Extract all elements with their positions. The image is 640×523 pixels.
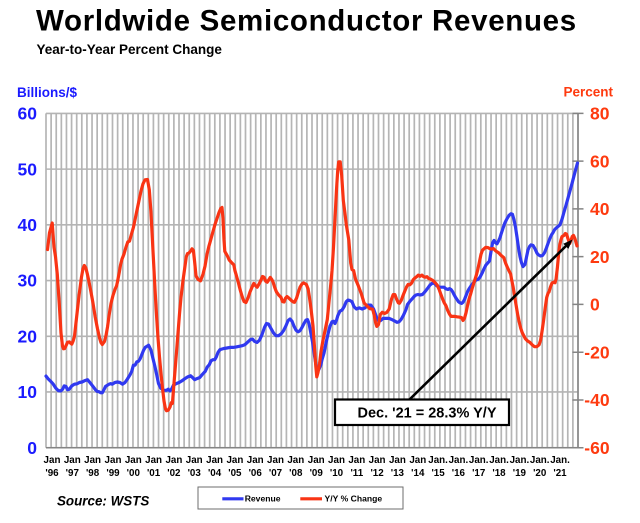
svg-text:'03: '03 (188, 468, 202, 479)
svg-text:'11: '11 (350, 468, 363, 479)
svg-text:Billions/$: Billions/$ (17, 85, 78, 100)
svg-text:'01: '01 (147, 468, 161, 479)
svg-text:'17: '17 (472, 468, 486, 479)
svg-text:'06: '06 (249, 468, 263, 479)
svg-text:'14: '14 (411, 468, 425, 479)
svg-text:60: 60 (590, 151, 610, 171)
svg-text:Jan: Jan (125, 455, 142, 466)
svg-text:Jan: Jan (105, 455, 122, 466)
svg-text:30: 30 (18, 271, 38, 291)
svg-text:-20: -20 (584, 342, 610, 362)
svg-text:20: 20 (18, 327, 38, 347)
svg-text:80: 80 (590, 104, 610, 124)
svg-text:'15: '15 (431, 468, 445, 479)
svg-text:Revenue: Revenue (245, 494, 281, 504)
svg-text:'98: '98 (86, 468, 100, 479)
svg-text:Jan: Jan (206, 455, 223, 466)
svg-text:Jan.: Jan. (449, 455, 469, 466)
svg-text:Jan: Jan (328, 455, 345, 466)
svg-text:Jan.: Jan. (530, 455, 550, 466)
svg-text:Jan: Jan (267, 455, 284, 466)
svg-text:'21: '21 (553, 468, 567, 479)
svg-text:Jan: Jan (369, 455, 386, 466)
svg-text:'09: '09 (310, 468, 324, 479)
svg-text:10: 10 (18, 382, 38, 402)
svg-text:-60: -60 (584, 438, 610, 458)
svg-text:Jan: Jan (186, 455, 203, 466)
svg-text:'18: '18 (492, 468, 506, 479)
svg-text:20: 20 (590, 247, 610, 267)
svg-text:Jan.: Jan. (469, 455, 489, 466)
svg-text:0: 0 (27, 438, 37, 458)
svg-text:'04: '04 (208, 468, 222, 479)
svg-text:Jan.: Jan. (489, 455, 509, 466)
svg-text:0: 0 (590, 295, 600, 315)
svg-text:Jan: Jan (145, 455, 162, 466)
svg-text:'05: '05 (228, 468, 242, 479)
svg-text:'10: '10 (330, 468, 344, 479)
svg-text:'07: '07 (269, 468, 283, 479)
svg-text:Jan: Jan (226, 455, 243, 466)
svg-text:'99: '99 (106, 468, 120, 479)
svg-text:Jan: Jan (287, 455, 304, 466)
svg-text:Jan.: Jan. (428, 455, 448, 466)
svg-text:Jan: Jan (44, 455, 61, 466)
svg-text:Jan: Jan (165, 455, 182, 466)
svg-text:50: 50 (18, 159, 38, 179)
svg-text:Jan: Jan (389, 455, 406, 466)
svg-text:Year-to-Year Percent Change: Year-to-Year Percent Change (37, 42, 223, 57)
svg-text:'97: '97 (66, 468, 80, 479)
svg-text:'12: '12 (370, 468, 384, 479)
svg-text:Worldwide Semiconductor Revenu: Worldwide Semiconductor Revenues (36, 5, 577, 38)
svg-text:Y/Y % Change: Y/Y % Change (325, 494, 383, 504)
svg-text:Jan: Jan (247, 455, 264, 466)
svg-text:'02: '02 (167, 468, 181, 479)
svg-text:'00: '00 (127, 468, 141, 479)
svg-text:Jan: Jan (308, 455, 325, 466)
svg-text:'08: '08 (289, 468, 303, 479)
svg-text:'13: '13 (391, 468, 405, 479)
svg-text:'16: '16 (452, 468, 466, 479)
svg-text:Jan.: Jan. (510, 455, 530, 466)
svg-text:'19: '19 (513, 468, 527, 479)
svg-text:Source: WSTS: Source: WSTS (57, 493, 149, 508)
svg-text:Dec. '21 = 28.3% Y/Y: Dec. '21 = 28.3% Y/Y (357, 406, 496, 422)
svg-text:Percent: Percent (563, 84, 613, 99)
svg-text:Jan: Jan (348, 455, 365, 466)
svg-text:Jan.: Jan. (550, 455, 570, 466)
svg-text:-40: -40 (584, 390, 610, 410)
svg-text:40: 40 (590, 199, 610, 219)
svg-text:60: 60 (18, 104, 38, 124)
svg-text:'96: '96 (45, 468, 59, 479)
svg-text:Jan: Jan (84, 455, 101, 466)
svg-text:'20: '20 (533, 468, 547, 479)
svg-text:Jan: Jan (409, 455, 426, 466)
svg-text:40: 40 (18, 215, 38, 235)
svg-text:Jan: Jan (64, 455, 81, 466)
